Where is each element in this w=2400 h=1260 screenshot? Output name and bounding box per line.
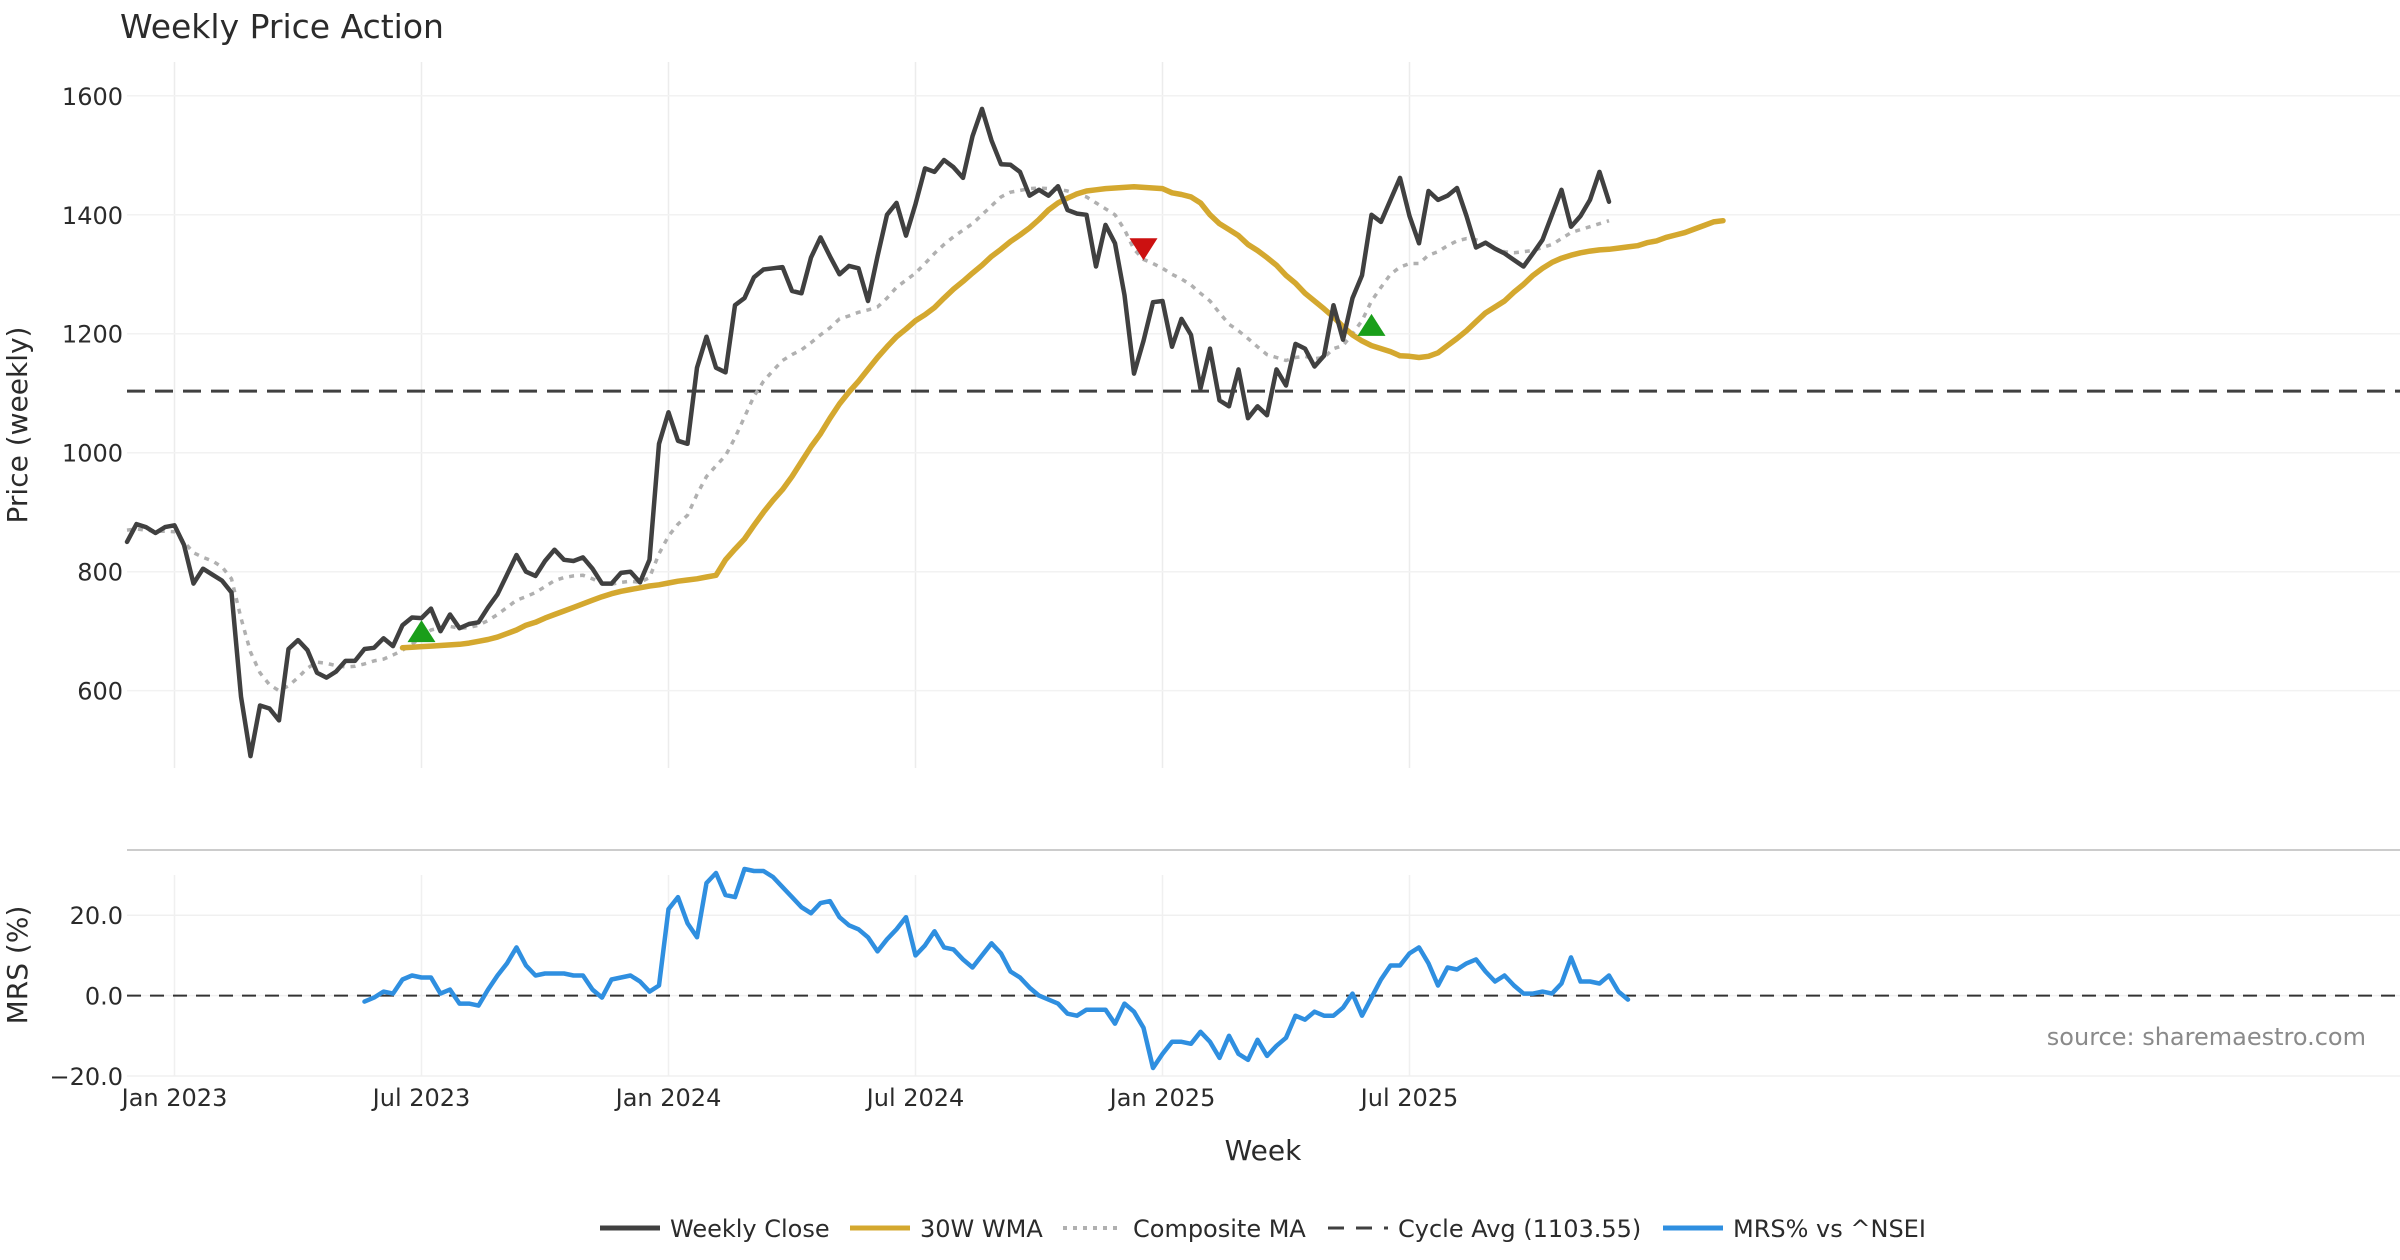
mrs-y-tick-label: 20.0: [70, 902, 123, 930]
mrs-y-axis-title: MRS (%): [1, 906, 34, 1025]
series-mrs: [362, 866, 1631, 1071]
series-weekly-close: [124, 106, 1612, 759]
series-layer: [124, 106, 1726, 1071]
price-y-ticks: 600 800 1000 1200 1400 1600: [62, 83, 123, 706]
legend-item-composite-ma[interactable]: Composite MA: [1063, 1215, 1306, 1243]
sell-signal-marker: [1129, 238, 1158, 261]
legend-label-weekly-close: Weekly Close: [670, 1215, 830, 1243]
mrs-y-tick-label: −20.0: [49, 1063, 123, 1091]
x-tick-label: Jan 2024: [614, 1084, 722, 1112]
buy-signal-marker: [407, 620, 436, 643]
source-note: source: sharemaestro.com: [2047, 1023, 2366, 1051]
legend-item-mrs[interactable]: MRS% vs ^NSEI: [1663, 1215, 1926, 1243]
x-tick-label: Jul 2024: [865, 1084, 965, 1112]
series-composite-ma: [126, 186, 1610, 693]
price-y-tick-label: 1000: [62, 440, 123, 468]
price-y-tick-label: 1400: [62, 202, 123, 230]
x-tick-label: Jul 2025: [1359, 1084, 1459, 1112]
buy-signal-marker: [1357, 313, 1386, 336]
price-y-tick-label: 1200: [62, 321, 123, 349]
legend-item-cycle-avg[interactable]: Cycle Avg (1103.55): [1328, 1215, 1641, 1243]
legend-item-weekly-close[interactable]: Weekly Close: [600, 1215, 830, 1243]
x-tick-label: Jan 2025: [1108, 1084, 1216, 1112]
mrs-y-tick-label: 0.0: [85, 983, 123, 1011]
mrs-y-ticks: 20.0 0.0 −20.0: [49, 902, 123, 1091]
legend-item-30w-wma[interactable]: 30W WMA: [850, 1215, 1043, 1243]
legend: Weekly Close 30W WMA Composite MA Cycle …: [600, 1215, 1926, 1243]
legend-label-mrs: MRS% vs ^NSEI: [1733, 1215, 1926, 1243]
legend-label-30w-wma: 30W WMA: [920, 1215, 1043, 1243]
price-y-tick-label: 1600: [62, 83, 123, 111]
x-tick-label: Jul 2023: [371, 1084, 471, 1112]
price-y-tick-label: 600: [77, 678, 123, 706]
grid-layer: [127, 62, 2400, 1077]
x-tick-label: Jan 2023: [120, 1084, 228, 1112]
legend-label-cycle-avg: Cycle Avg (1103.55): [1398, 1215, 1641, 1243]
signals-layer: [407, 238, 1386, 643]
x-axis-title: Week: [1225, 1134, 1302, 1167]
price-y-tick-label: 800: [77, 559, 123, 587]
x-axis-ticks: Jan 2023 Jul 2023 Jan 2024 Jul 2024 Jan 2025…: [120, 1084, 1459, 1112]
chart-title: Weekly Price Action: [120, 7, 444, 46]
legend-label-composite-ma: Composite MA: [1133, 1215, 1306, 1243]
price-y-axis-title: Price (weekly): [1, 327, 34, 524]
